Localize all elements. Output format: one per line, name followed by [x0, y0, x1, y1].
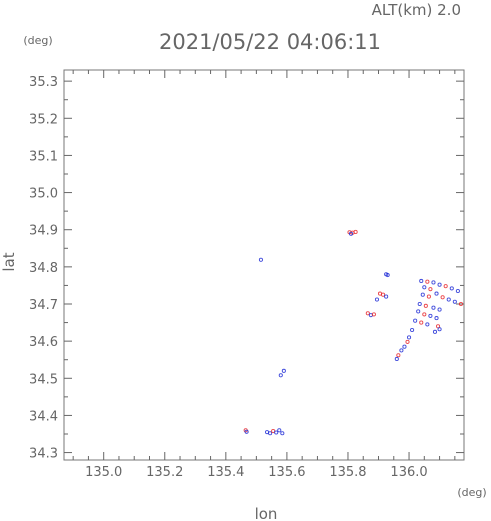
x-tick-label: 135.0 [85, 465, 122, 480]
y-tick-label: 34.9 [29, 224, 58, 239]
x-tick-label: 135.4 [207, 465, 244, 480]
negative-point [281, 368, 286, 373]
y-tick-label: 35.0 [29, 187, 58, 202]
negative-point [419, 278, 424, 284]
positive-point [440, 295, 445, 300]
negative-point [278, 373, 283, 378]
negative-point [420, 292, 425, 297]
negative-point [416, 309, 421, 314]
positive-point [422, 312, 427, 317]
positive-point [458, 301, 464, 307]
negative-point [244, 429, 249, 434]
y-tick-label: 34.6 [29, 335, 58, 350]
x-tick-label: 136.0 [390, 465, 427, 480]
x-axis-label: lon [255, 505, 278, 521]
y-tick-label: 35.3 [29, 75, 58, 90]
x-tick-label: 135.2 [146, 465, 183, 480]
negative-point [431, 280, 436, 285]
negative-point [434, 316, 439, 321]
negative-point [374, 297, 380, 302]
chart-title: 2021/05/22 04:06:11 [159, 30, 381, 54]
negative-point [431, 305, 436, 310]
positive-point [396, 353, 401, 358]
axis-ticks: 135.0 135.2 135.4 135.6 135.8 136.0 34.3 34.4 34… [29, 70, 464, 480]
negative-point [452, 299, 457, 304]
negative-point [399, 348, 404, 353]
positive-point [353, 229, 358, 234]
x-unit-label: (deg) [457, 486, 486, 499]
negative-point [425, 322, 430, 327]
negative-point [434, 291, 439, 296]
negative-point [274, 430, 279, 435]
negative-point [258, 257, 264, 262]
x-tick-label: 135.8 [329, 465, 366, 480]
negative-point [268, 431, 273, 436]
negative-point [385, 272, 390, 278]
positive-point [371, 312, 376, 317]
negative-point [455, 288, 460, 294]
negative-point [280, 431, 285, 436]
negative-point [428, 313, 433, 318]
y-axis-label: lat [0, 252, 18, 271]
positive-point [425, 279, 430, 284]
positive-point [428, 287, 433, 292]
positive-point [271, 428, 276, 434]
y-unit-label: (deg) [23, 34, 52, 47]
subtitle: ALT(km) 2.0 [372, 1, 461, 19]
y-tick-label: 34.7 [29, 298, 58, 313]
data-points [243, 229, 464, 436]
negative-point [394, 356, 399, 362]
negative-point [437, 307, 442, 312]
x-tick-label: 135.6 [268, 465, 305, 480]
negative-point [402, 344, 407, 349]
negative-point [449, 286, 454, 291]
negative-point [437, 282, 442, 287]
negative-point [413, 318, 418, 323]
negative-point [410, 327, 415, 333]
negative-point [422, 285, 427, 290]
negative-point [446, 297, 451, 302]
negative-point [277, 428, 282, 433]
positive-point [426, 294, 431, 299]
negative-point [348, 231, 354, 236]
positive-point [381, 292, 386, 297]
negative-point [432, 329, 438, 334]
positive-point [419, 320, 424, 325]
positive-point [405, 339, 410, 344]
y-tick-label: 35.1 [29, 149, 58, 164]
negative-point [437, 327, 442, 332]
negative-point [406, 335, 412, 340]
positive-point [365, 311, 370, 316]
negative-point [417, 301, 422, 307]
y-tick-label: 34.8 [29, 261, 58, 276]
positive-point [423, 303, 428, 308]
y-tick-label: 34.3 [29, 447, 58, 462]
plot-frame [63, 69, 465, 461]
y-tick-label: 35.2 [29, 112, 58, 127]
negative-point [384, 294, 389, 299]
y-tick-label: 34.4 [29, 409, 58, 424]
y-tick-label: 34.5 [29, 372, 58, 387]
positive-point [443, 284, 448, 289]
